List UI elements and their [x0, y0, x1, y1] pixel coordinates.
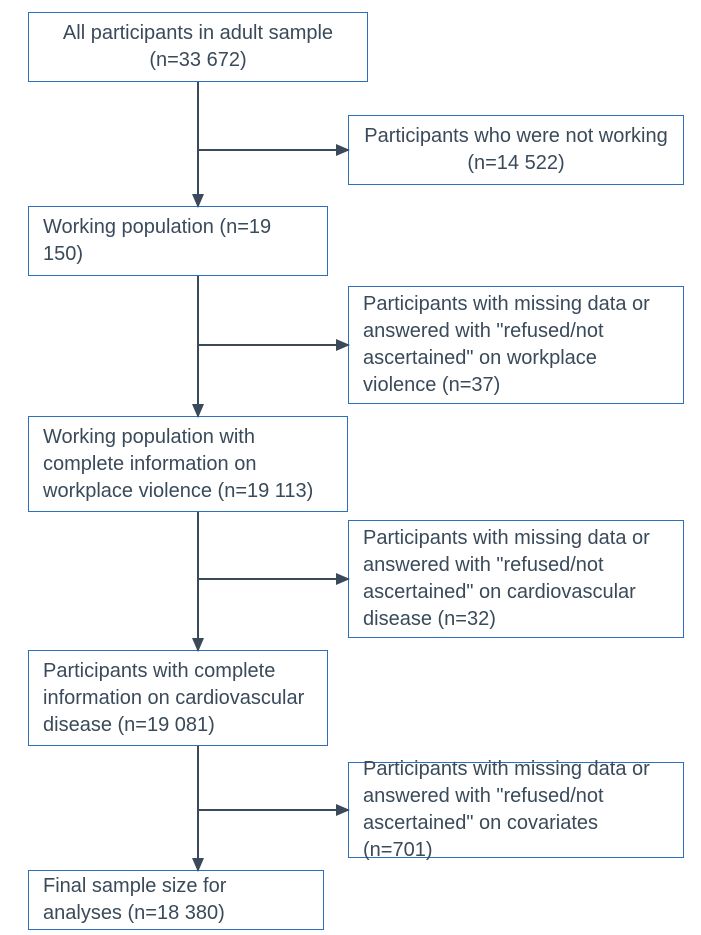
flow-node-all-participants: All participants in adult sample (n=33 6… — [28, 12, 368, 82]
flow-exclusion-missing-violence: Participants with missing data or answer… — [348, 286, 684, 404]
flow-node-final-sample: Final sample size for analyses (n=18 380… — [28, 870, 324, 930]
flow-exclusion-not-working: Participants who were not working (n=14 … — [348, 115, 684, 185]
flow-exclusion-missing-covariates: Participants with missing data or answer… — [348, 762, 684, 858]
flow-node-complete-violence: Working population with complete informa… — [28, 416, 348, 512]
flow-node-complete-cvd: Participants with complete information o… — [28, 650, 328, 746]
flow-node-working-population: Working population (n=19 150) — [28, 206, 328, 276]
flow-exclusion-missing-cvd: Participants with missing data or answer… — [348, 520, 684, 638]
